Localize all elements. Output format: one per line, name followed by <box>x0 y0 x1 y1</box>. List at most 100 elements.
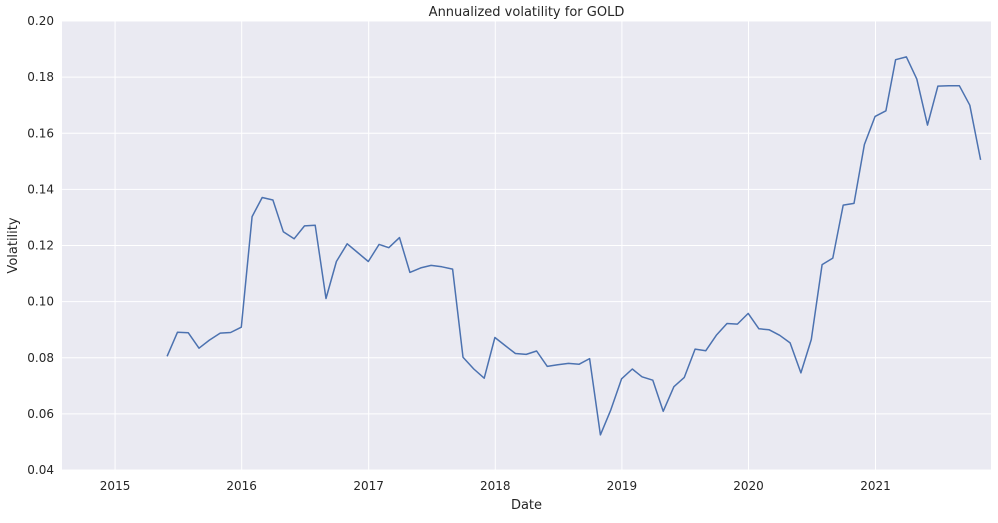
data-point <box>884 109 888 113</box>
data-point <box>947 84 951 88</box>
y-tick-label: 0.04 <box>27 463 54 477</box>
data-point <box>620 377 624 381</box>
y-axis-label: Volatility <box>6 217 21 273</box>
data-point <box>250 215 254 219</box>
data-point <box>281 230 285 234</box>
data-point <box>524 352 528 356</box>
data-point <box>535 349 539 353</box>
x-tick-label: 2016 <box>226 479 257 493</box>
data-point <box>493 336 497 340</box>
y-tick-label: 0.12 <box>27 239 54 253</box>
data-point <box>419 266 423 270</box>
data-point <box>408 270 412 274</box>
y-tick-label: 0.10 <box>27 295 54 309</box>
x-axis-label: Date <box>511 498 542 513</box>
data-point <box>894 58 898 62</box>
data-point <box>229 330 233 334</box>
data-point <box>387 246 391 250</box>
data-point <box>862 142 866 146</box>
data-point <box>841 203 845 207</box>
series-layer <box>165 55 983 437</box>
data-point <box>682 375 686 379</box>
data-point <box>873 114 877 118</box>
data-point <box>968 103 972 107</box>
y-tick-label: 0.20 <box>27 14 54 28</box>
data-point <box>915 77 919 81</box>
data-point <box>429 263 433 267</box>
data-point <box>778 333 782 337</box>
data-point <box>598 433 602 437</box>
data-point <box>767 328 771 332</box>
y-tick-label: 0.16 <box>27 126 54 140</box>
data-point <box>904 55 908 59</box>
data-point <box>176 330 180 334</box>
x-tick-label: 2017 <box>353 479 384 493</box>
data-point <box>239 325 243 329</box>
data-point <box>461 355 465 359</box>
data-point <box>714 333 718 337</box>
data-point <box>345 242 349 246</box>
data-point <box>588 357 592 361</box>
data-point <box>451 267 455 271</box>
data-point <box>218 331 222 335</box>
data-point <box>651 378 655 382</box>
data-point <box>377 242 381 246</box>
data-point <box>809 338 813 342</box>
tick-labels: 0.04 0.06 0.08 0.10 0.12 0.14 0.16 0.18 0.20 2015… <box>27 14 890 493</box>
x-tick-label: 2019 <box>607 479 638 493</box>
y-tick-label: 0.18 <box>27 70 54 84</box>
data-point <box>482 376 486 380</box>
data-point <box>799 371 803 375</box>
data-point <box>725 322 729 326</box>
data-point <box>513 352 517 356</box>
data-point <box>640 375 644 379</box>
data-point <box>207 338 211 342</box>
data-point <box>545 364 549 368</box>
data-point <box>630 367 634 371</box>
data-point <box>831 256 835 260</box>
data-point <box>271 198 275 202</box>
data-point <box>504 344 508 348</box>
data-point <box>979 158 983 162</box>
data-point <box>788 341 792 345</box>
data-point <box>746 311 750 315</box>
data-point <box>820 263 824 267</box>
y-tick-label: 0.06 <box>27 407 54 421</box>
y-tick-label: 0.14 <box>27 182 54 196</box>
data-point <box>366 259 370 263</box>
data-point <box>852 201 856 205</box>
x-tick-label: 2015 <box>100 479 131 493</box>
data-point <box>577 362 581 366</box>
data-point <box>398 236 402 240</box>
data-point <box>197 346 201 350</box>
data-point <box>661 409 665 413</box>
data-point <box>957 84 961 88</box>
data-point <box>672 385 676 389</box>
data-point <box>356 251 360 255</box>
data-point <box>566 361 570 365</box>
x-tick-label: 2018 <box>480 479 511 493</box>
data-point <box>556 363 560 367</box>
data-point <box>735 322 739 326</box>
data-point <box>165 354 169 358</box>
data-point <box>472 367 476 371</box>
grid <box>62 20 991 471</box>
series-line <box>166 56 982 436</box>
data-point <box>186 331 190 335</box>
x-tick-label: 2020 <box>733 479 764 493</box>
data-point <box>926 123 930 127</box>
data-point <box>260 196 264 200</box>
data-point <box>292 237 296 241</box>
data-point <box>936 84 940 88</box>
data-point <box>440 265 444 269</box>
x-tick-label: 2021 <box>860 479 891 493</box>
data-point <box>313 223 317 227</box>
y-tick-label: 0.08 <box>27 351 54 365</box>
data-point <box>704 349 708 353</box>
data-point <box>324 297 328 301</box>
data-point <box>302 224 306 228</box>
data-point <box>334 259 338 263</box>
data-point <box>693 347 697 351</box>
